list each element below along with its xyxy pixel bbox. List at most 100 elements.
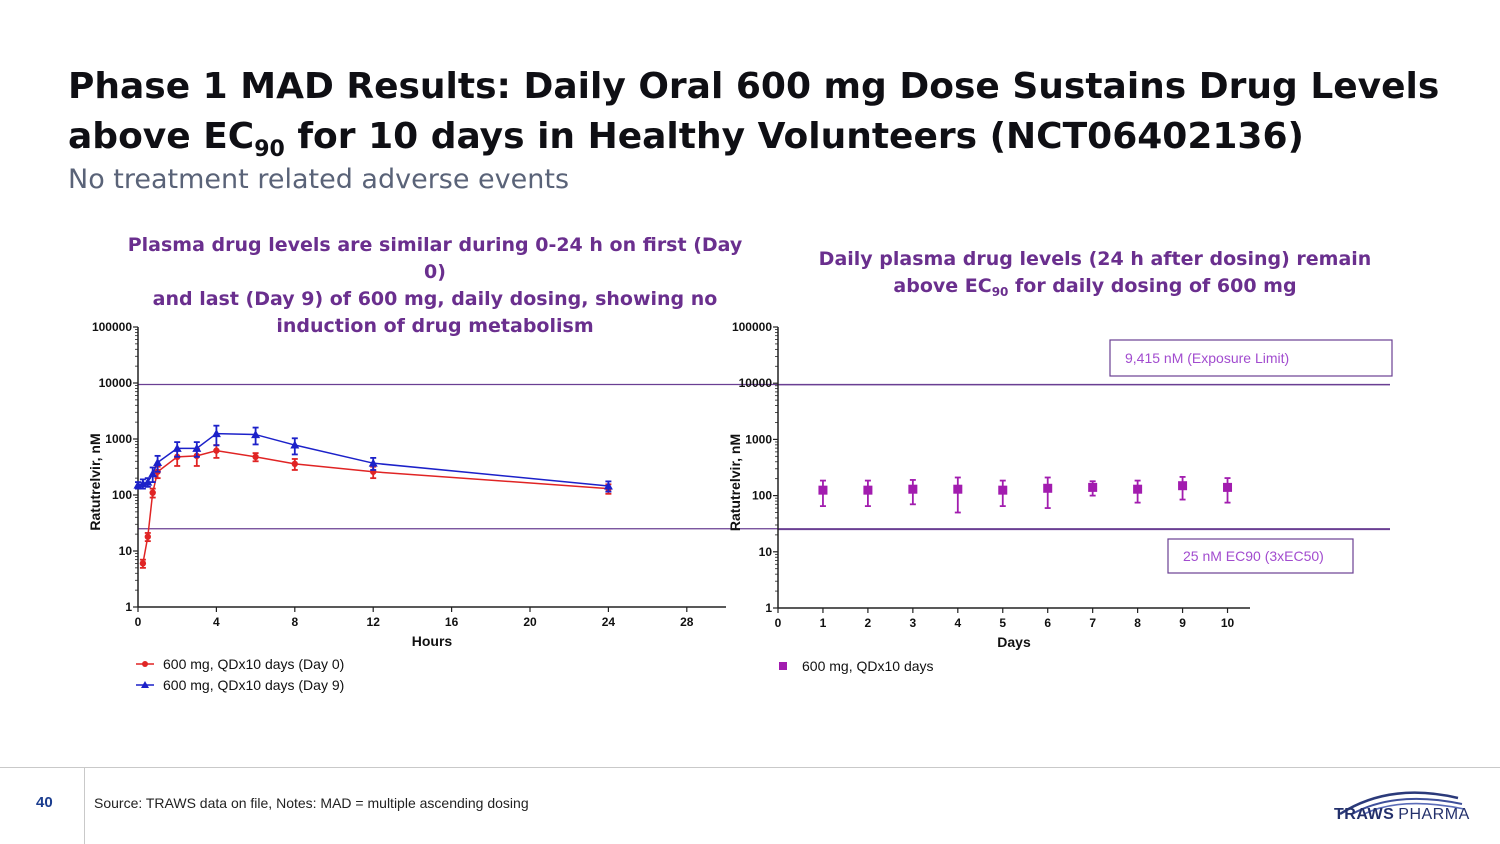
- right-heading-line2-post: for daily dosing of 600 mg: [1008, 275, 1297, 297]
- source-note: Source: TRAWS data on file, Notes: MAD =…: [94, 795, 529, 811]
- company-logo-text: TRAWS PHARMA: [1334, 806, 1470, 824]
- data-point: [998, 485, 1008, 495]
- data-point: [139, 560, 147, 567]
- data-point: [368, 458, 378, 467]
- left-x-tick-label: 0: [135, 615, 142, 629]
- left-y-tick-label: 10000: [99, 376, 133, 390]
- traws-logo-swoosh-icon: [1339, 791, 1465, 816]
- right-x-tick-label: 4: [954, 616, 961, 630]
- right-x-tick-label: 7: [1089, 616, 1096, 630]
- left-heading-line3: induction of drug metabolism: [276, 315, 594, 337]
- data-point: [148, 469, 158, 478]
- right-x-tick-label: 2: [865, 616, 872, 630]
- right-y-tick-label: 1000: [745, 432, 772, 446]
- right-series-0: [818, 476, 1233, 514]
- right-y-tick-label: 10000: [739, 376, 773, 390]
- data-point: [211, 429, 221, 438]
- data-point: [603, 481, 613, 490]
- footer-divider: [0, 767, 1500, 768]
- annotation-box-0: 9,415 nM (Exposure Limit): [1109, 339, 1393, 377]
- legend-label: 600 mg, QDx10 days (Day 9): [163, 677, 344, 693]
- right-x-tick-label: 1: [820, 616, 827, 630]
- title-line2-post: for 10 days in Healthy Volunteers (NCT06…: [284, 116, 1304, 157]
- data-point: [1133, 484, 1143, 494]
- slide-title: Phase 1 MAD Results: Daily Oral 600 mg D…: [68, 62, 1468, 162]
- left-legend-item-1: 600 mg, QDx10 days (Day 9): [136, 677, 344, 693]
- left-heading-line1: Plasma drug levels are similar during 0-…: [127, 234, 743, 283]
- data-point: [252, 453, 259, 461]
- right-x-tick-label: 3: [910, 616, 917, 630]
- legend-label: 600 mg, QDx10 days (Day 0): [163, 656, 344, 672]
- footer-vertical-divider: [84, 767, 85, 844]
- left-y-tick-label: 1: [125, 600, 132, 614]
- right-x-tick-label: 9: [1179, 616, 1186, 630]
- data-point: [290, 440, 300, 449]
- right-y-tick-label: 10: [759, 545, 773, 559]
- left-x-axis-title: Hours: [412, 633, 453, 649]
- right-x-tick-label: 5: [999, 616, 1006, 630]
- annotation-frame: [1109, 339, 1393, 377]
- right-x-tick-label: 6: [1044, 616, 1051, 630]
- legend-marker: [779, 662, 787, 670]
- annotation-label: 25 nM EC90 (3xEC50): [1183, 548, 1324, 564]
- left-y-tick-label: 10: [119, 544, 133, 558]
- data-point: [953, 484, 963, 494]
- right-x-tick-label: 8: [1134, 616, 1141, 630]
- legend-label: 600 mg, QDx10 days: [802, 658, 934, 674]
- logo-light-text: PHARMA: [1398, 806, 1470, 823]
- data-point: [291, 460, 298, 468]
- data-point: [143, 477, 153, 486]
- data-point: [192, 443, 202, 452]
- data-point: [818, 485, 828, 495]
- title-line1: Phase 1 MAD Results: Daily Oral 600 mg D…: [68, 66, 1440, 107]
- left-series-1: [133, 424, 613, 493]
- annotation-box-1: 25 nM EC90 (3xEC50): [1167, 538, 1354, 574]
- left-x-tick-label: 16: [445, 615, 459, 629]
- right-x-tick-label: 10: [1221, 616, 1235, 630]
- left-y-tick-label: 100: [112, 488, 132, 502]
- left-y-tick-label: 1000: [105, 432, 132, 446]
- left-x-tick-label: 24: [602, 615, 616, 629]
- logo-bold-text: TRAWS: [1334, 806, 1395, 823]
- data-point: [1223, 482, 1233, 492]
- right-y-tick-label: 1: [765, 601, 772, 615]
- right-chart-heading: Daily plasma drug levels (24 h after dos…: [790, 246, 1400, 300]
- left-x-tick-label: 12: [367, 615, 381, 629]
- right-heading-line2: above EC90 for daily dosing of 600 mg: [790, 273, 1400, 300]
- data-point: [144, 533, 151, 540]
- left-x-tick-label: 4: [213, 615, 220, 629]
- left-x-tick-label: 20: [523, 615, 537, 629]
- data-point: [213, 447, 220, 454]
- right-y-tick-label: 100: [752, 489, 772, 503]
- legend-marker: [141, 681, 149, 688]
- right-heading-line2-sub: 90: [991, 285, 1009, 299]
- annotation-label: 9,415 nM (Exposure Limit): [1125, 350, 1289, 366]
- data-point: [908, 484, 918, 494]
- left-series-0: [139, 444, 612, 569]
- legend-marker: [142, 661, 148, 667]
- title-line2-pre: above EC: [68, 116, 255, 157]
- page-number: 40: [36, 794, 53, 811]
- title-line2-sub: 90: [254, 137, 285, 162]
- right-y-tick-label: 100000: [732, 320, 772, 334]
- data-point: [1088, 482, 1098, 492]
- right-y-axis-title: Ratutrelvir, nM: [727, 434, 743, 531]
- slide-subtitle: No treatment related adverse events: [68, 164, 570, 195]
- left-legend-item-0: 600 mg, QDx10 days (Day 0): [136, 656, 344, 672]
- left-chart-heading: Plasma drug levels are similar during 0-…: [120, 232, 750, 340]
- right-heading-line2-pre: above EC: [893, 275, 992, 297]
- right-x-tick-label: 0: [775, 616, 782, 630]
- data-point: [172, 443, 182, 452]
- annotation-frame: [1167, 538, 1354, 574]
- data-point: [863, 485, 873, 495]
- right-x-axis-title: Days: [997, 634, 1031, 650]
- left-x-tick-label: 8: [291, 615, 298, 629]
- left-y-axis-title: Ratutrelvir, nM: [87, 433, 103, 530]
- right-heading-line1: Daily plasma drug levels (24 h after dos…: [818, 248, 1372, 270]
- left-x-tick-label: 28: [680, 615, 694, 629]
- data-point: [1043, 483, 1053, 493]
- data-point: [149, 489, 156, 496]
